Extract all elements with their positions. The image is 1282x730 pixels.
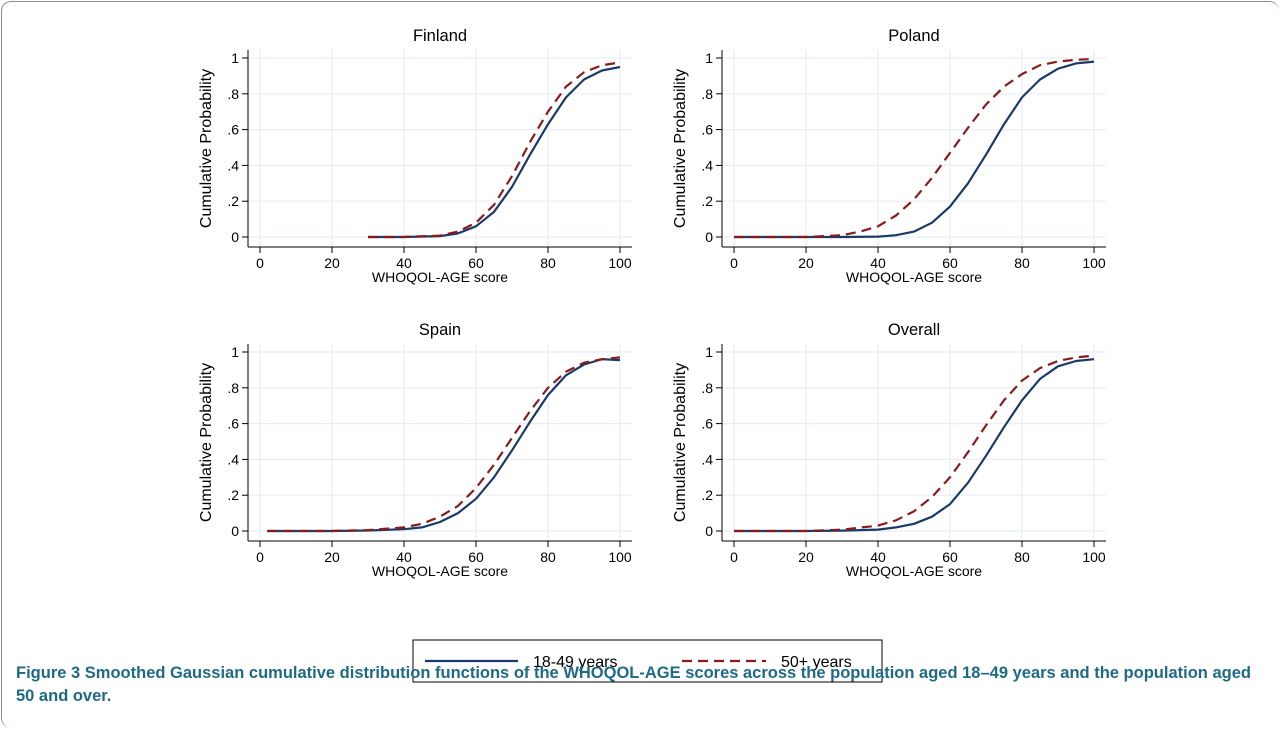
x-tick-label-finland: 100	[608, 255, 632, 271]
x-tick-label-overall: 80	[1014, 549, 1030, 565]
x-tick-label-finland: 20	[324, 255, 340, 271]
y-tick-label-spain: .4	[227, 451, 239, 467]
y-tick-label-overall: 0	[705, 523, 713, 539]
y-tick-label-overall: .2	[701, 487, 713, 503]
y-tick-label-overall: .4	[701, 451, 713, 467]
y-tick-label-poland: .4	[701, 157, 713, 173]
figure-canvas: 0.2.4.6.810 20 40 60 80 100FinlandWHOQOL-AGE …	[0, 0, 1282, 700]
y-axis-label-finland: Cumulative Probability	[198, 69, 215, 228]
panel-title-spain: Spain	[419, 321, 461, 339]
y-tick-label-finland: .8	[227, 86, 239, 102]
x-tick-label-overall: 100	[1082, 549, 1106, 565]
x-tick-label-poland: 0	[730, 255, 738, 271]
y-tick-label-finland: .6	[227, 122, 239, 138]
y-tick-label-finland: .4	[227, 157, 239, 173]
x-tick-label-poland: 80	[1014, 255, 1030, 271]
caption-label: Figure 3	[16, 664, 80, 682]
plot-area-poland	[722, 50, 1106, 247]
y-tick-label-overall: 1	[705, 344, 713, 360]
chart-panels: 0.2.4.6.810 20 40 60 80 100FinlandWHOQOL-AGE …	[198, 27, 1106, 579]
y-tick-label-spain: 1	[231, 344, 239, 360]
x-tick-label-finland: 0	[256, 255, 264, 271]
y-tick-label-poland: .6	[701, 122, 713, 138]
x-axis-label-poland: WHOQOL-AGE score	[846, 269, 982, 285]
caption-text: Smoothed Gaussian cumulative distributio…	[16, 664, 1251, 705]
y-tick-label-spain: .2	[227, 487, 239, 503]
y-tick-label-finland: 1	[231, 50, 239, 66]
y-tick-label-poland: .2	[701, 193, 713, 209]
y-tick-label-spain: .8	[227, 380, 239, 396]
panel-title-finland: Finland	[413, 27, 467, 45]
y-axis-label-spain: Cumulative Probability	[198, 363, 215, 522]
y-tick-label-overall: .6	[701, 416, 713, 432]
y-tick-label-poland: 0	[705, 229, 713, 245]
y-axis-label-overall: Cumulative Probability	[672, 363, 689, 522]
x-axis-label-overall: WHOQOL-AGE score	[846, 563, 982, 579]
y-tick-label-spain: .6	[227, 416, 239, 432]
x-tick-label-spain: 20	[324, 549, 340, 565]
panel-title-poland: Poland	[888, 27, 939, 45]
plot-area-spain	[248, 344, 632, 541]
x-axis-label-finland: WHOQOL-AGE score	[372, 269, 508, 285]
y-tick-label-poland: .8	[701, 86, 713, 102]
x-tick-label-spain: 0	[256, 549, 264, 565]
panel-finland: 0.2.4.6.810 20 40 60 80 100FinlandWHOQOL-AGE …	[198, 27, 632, 285]
y-tick-label-overall: .8	[701, 380, 713, 396]
x-tick-label-overall: 20	[798, 549, 814, 565]
x-tick-label-poland: 20	[798, 255, 814, 271]
panel-title-overall: Overall	[888, 321, 940, 339]
x-axis-label-spain: WHOQOL-AGE score	[372, 563, 508, 579]
x-tick-label-finland: 80	[540, 255, 556, 271]
figure-caption: Figure 3 Smoothed Gaussian cumulative di…	[16, 662, 1266, 708]
x-tick-label-overall: 0	[730, 549, 738, 565]
x-tick-label-spain: 80	[540, 549, 556, 565]
y-tick-label-spain: 0	[231, 523, 239, 539]
x-tick-label-spain: 100	[608, 549, 632, 565]
y-tick-label-finland: .2	[227, 193, 239, 209]
y-axis-label-poland: Cumulative Probability	[672, 69, 689, 228]
y-tick-label-poland: 1	[705, 50, 713, 66]
panel-overall: 0.2.4.6.810 20 40 60 80 100OverallWHOQOL-AGE …	[672, 321, 1106, 579]
x-tick-label-poland: 100	[1082, 255, 1106, 271]
y-tick-label-finland: 0	[231, 229, 239, 245]
plot-area-finland	[248, 50, 632, 247]
